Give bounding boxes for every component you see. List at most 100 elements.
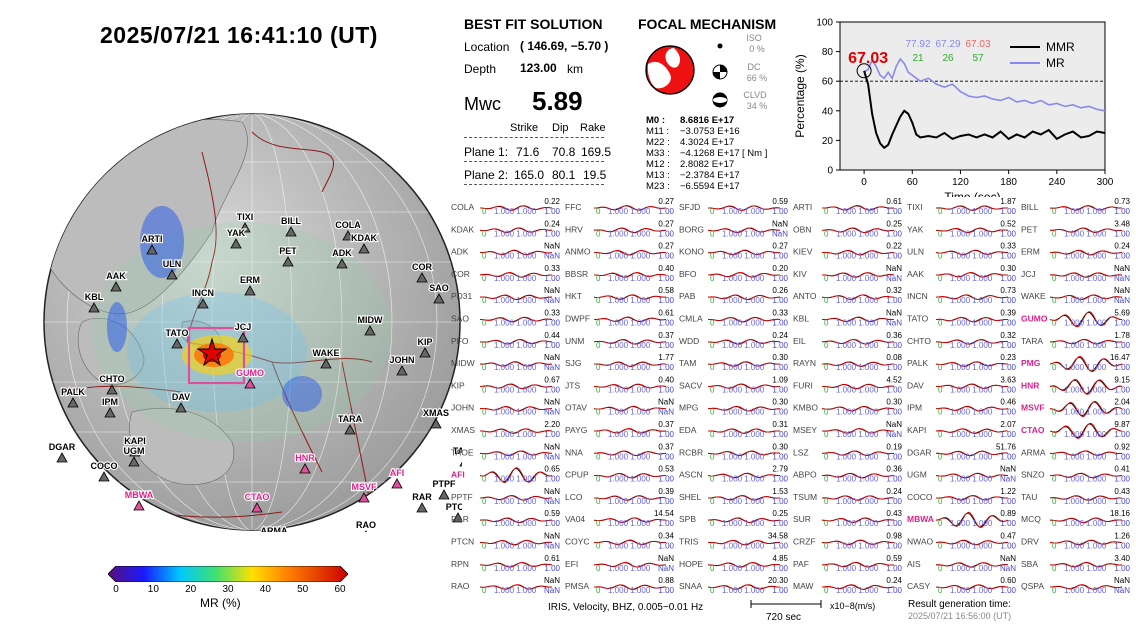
trace-window: 0	[596, 252, 601, 261]
x-tick-label: 240	[1048, 177, 1065, 188]
mw-label: Mwc	[464, 94, 501, 114]
trace-window: 0	[938, 296, 943, 305]
trace-station-label: ULN	[907, 247, 924, 257]
trace-value: 0.61	[544, 554, 560, 563]
dc-label: DC	[747, 62, 761, 72]
trace-window-range: 1.000 1.000	[722, 452, 765, 461]
trace-station-label: JTS	[565, 380, 580, 390]
trace-window-range: 1.000 1.000	[608, 408, 651, 417]
trace-window-range: 1.000 1.000	[722, 319, 765, 328]
iso-label: ISO	[746, 33, 762, 43]
trace-window: 0	[1052, 452, 1057, 461]
trace-station-label: AIS	[907, 559, 921, 569]
station-label: AFI	[390, 468, 405, 478]
trace-window: 0	[596, 385, 601, 394]
trace-window-range: 1.000 1.000	[608, 274, 651, 283]
trace-ratio: 1.00	[1000, 430, 1016, 439]
colorbar-tick: 40	[259, 584, 271, 595]
trace-value: 0.43	[886, 509, 902, 518]
trace-value: 5.69	[1114, 309, 1130, 318]
trace-window-range: 1.000 1.000	[722, 519, 765, 528]
plane2-strike: 165.0	[514, 168, 545, 182]
synthetic-waveform	[821, 428, 894, 434]
synthetic-waveform	[935, 294, 1009, 301]
synthetic-waveform	[1049, 495, 1122, 501]
trace-window-range: 1.000 1.000	[494, 497, 537, 506]
trace-window: 0	[824, 229, 829, 238]
station-label: IPM	[102, 397, 118, 407]
trace-window: 0	[596, 319, 601, 328]
iso-icon	[717, 43, 723, 49]
trace-value: 2.07	[1000, 420, 1016, 429]
station-label: PET	[279, 246, 297, 256]
trace-window: 0	[824, 475, 829, 484]
trace-ratio: 1.00	[544, 207, 560, 216]
station-triangle-icon	[433, 293, 445, 304]
trace-value: 0.36	[886, 331, 902, 340]
trace-window-range: 1.000 1.000	[494, 341, 537, 350]
trace-window-range: 1.000 1.000	[608, 252, 651, 261]
trace-ratio: 1.00	[886, 363, 902, 372]
trace-ratio: NaN	[772, 229, 788, 238]
trace-station-label: PAF	[793, 559, 809, 569]
synthetic-waveform	[1049, 338, 1123, 345]
trace-window: 0	[596, 430, 601, 439]
trace-window-range: 1.000 1.000	[836, 497, 879, 506]
y-tick-label: 60	[822, 77, 834, 88]
trace-window: 0	[710, 319, 715, 328]
trace-ratio: 1.00	[1000, 408, 1016, 417]
synthetic-waveform	[935, 249, 1009, 256]
trace-ratio: NaN	[544, 586, 560, 595]
trace-value: 0.30	[772, 353, 788, 362]
trace-window-range: 1.000 1.000	[1064, 519, 1107, 528]
synthetic-waveform	[1049, 356, 1123, 373]
synthetic-waveform	[822, 272, 895, 278]
synthetic-waveform	[1049, 561, 1123, 568]
trace-ratio: NaN	[544, 296, 560, 305]
synthetic-waveform	[479, 584, 552, 590]
moment-key: M23 :	[646, 181, 670, 192]
synthetic-waveform	[479, 562, 553, 568]
trace-window: 0	[1052, 363, 1057, 372]
trace-value: NaN	[1114, 286, 1130, 295]
station-label: WAKE	[313, 348, 340, 358]
station-triangle-icon	[419, 347, 431, 358]
trace-window: 0	[482, 564, 487, 573]
trace-window: 0	[1052, 497, 1057, 506]
trace-value: NaN	[772, 219, 788, 228]
trace-window-range: 1.000 1.000	[494, 452, 537, 461]
trace-window: 0	[938, 564, 943, 573]
trace-ratio: 1.00	[1000, 452, 1016, 461]
trace-ratio: NaN	[658, 564, 674, 573]
trace-ratio: 1.00	[772, 341, 788, 350]
station-label: YAK	[227, 228, 246, 238]
trace-value: NaN	[886, 420, 902, 429]
trace-station-label: GUMO	[1021, 314, 1048, 324]
trace-window-range: 1.000 1.000	[494, 274, 537, 283]
trace-window: 0	[596, 564, 601, 573]
synthetic-waveform	[479, 227, 552, 234]
station-label: ARTI	[142, 234, 163, 244]
trace-window: 0	[824, 519, 829, 528]
trace-ratio: 1.00	[658, 385, 674, 394]
synthetic-waveform	[593, 294, 666, 300]
trace-station-label: TATO	[907, 314, 929, 324]
trace-value: 0.22	[544, 197, 560, 206]
trace-station-label: DAV	[907, 380, 924, 390]
synthetic-waveform	[821, 472, 895, 479]
synthetic-waveform	[707, 494, 781, 501]
station-label: BILL	[281, 216, 301, 226]
trace-station-label: RAO	[451, 581, 470, 591]
trace-value: 0.26	[772, 286, 788, 295]
trace-window: 0	[938, 519, 943, 528]
trace-window-range: 1.000 1.000	[836, 385, 879, 394]
synthetic-waveform	[707, 294, 781, 301]
trace-ratio: 1.00	[1114, 497, 1130, 506]
trace-value: 1.22	[1000, 487, 1016, 496]
trace-ratio: 1.00	[886, 452, 902, 461]
trace-value: NaN	[544, 576, 560, 585]
trace-ratio: 1.00	[1000, 229, 1016, 238]
trace-window: 0	[596, 274, 601, 283]
trace-station-label: ARTI	[793, 202, 812, 212]
trace-window: 0	[938, 385, 943, 394]
